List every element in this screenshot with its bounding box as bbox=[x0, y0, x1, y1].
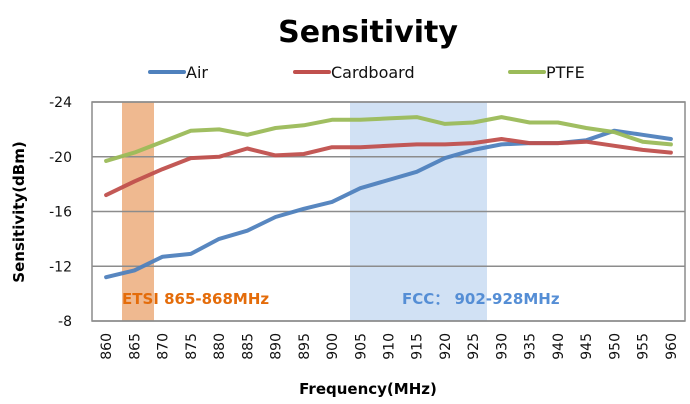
x-tick-label: 870 bbox=[156, 333, 172, 360]
band-label-1: FCC： 902-928MHz bbox=[402, 290, 560, 308]
x-tick-label: 895 bbox=[297, 333, 313, 360]
x-tick-label: 915 bbox=[410, 333, 426, 360]
legend: Air Cardboard PTFE bbox=[148, 63, 585, 82]
x-tick-label: 925 bbox=[466, 333, 482, 360]
x-tick-label: 905 bbox=[353, 333, 369, 360]
x-tick-label: 910 bbox=[382, 333, 398, 360]
x-tick-label: 950 bbox=[607, 333, 623, 360]
band-label-0: ETSI 865-868MHz bbox=[122, 290, 269, 308]
y-tick-label: -12 bbox=[49, 259, 72, 275]
y-tick-label: -20 bbox=[49, 150, 72, 166]
x-tick-label: 920 bbox=[438, 333, 454, 360]
x-tick-label: 880 bbox=[212, 333, 228, 360]
x-tick-label: 900 bbox=[325, 333, 341, 360]
x-tick-label: 875 bbox=[184, 333, 200, 360]
chart-title: Sensitivity bbox=[278, 15, 458, 50]
plot-area-frame bbox=[91, 101, 686, 322]
band-labels: ETSI 865-868MHz FCC： 902-928MHz bbox=[122, 290, 560, 308]
x-tick-label: 960 bbox=[664, 333, 680, 360]
legend-label-ptfe: PTFE bbox=[546, 63, 585, 82]
x-tick-label: 930 bbox=[494, 333, 510, 360]
x-tick-label: 865 bbox=[127, 333, 143, 360]
x-tick-label: 885 bbox=[240, 333, 256, 360]
y-tick-label: -16 bbox=[49, 205, 72, 221]
x-tick-label: 945 bbox=[579, 333, 595, 360]
x-tick-label: 955 bbox=[636, 333, 652, 360]
y-tick-label: -24 bbox=[49, 95, 72, 111]
x-tick-label: 890 bbox=[269, 333, 285, 360]
x-tick-label: 860 bbox=[99, 333, 115, 360]
x-tick-label: 940 bbox=[551, 333, 567, 360]
y-axis-title: Sensitivity(dBm) bbox=[10, 141, 28, 282]
y-tick-label: -8 bbox=[58, 314, 72, 330]
series-lines bbox=[104, 115, 673, 280]
x-tick-label: 935 bbox=[523, 333, 539, 360]
y-axis-ticks: -24 -20 -16 -12 -8 bbox=[49, 95, 72, 330]
x-axis-ticks: 860 865 870 875 880 885 890 895 900 905 910 915 920 9… bbox=[99, 333, 680, 360]
legend-label-air: Air bbox=[186, 63, 208, 82]
x-axis-title: Frequency(MHz) bbox=[299, 380, 437, 398]
legend-label-cardboard: Cardboard bbox=[331, 63, 415, 82]
